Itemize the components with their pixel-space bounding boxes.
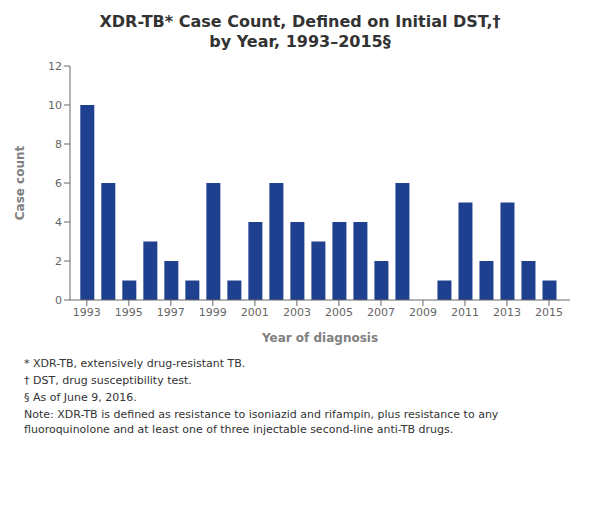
html-text:Note: XDR-TB is defined as res: Note: XDR-TB is defined as resistance to… [24, 408, 499, 436]
svg-text:2009: 2009 [409, 306, 437, 319]
svg-text:2007: 2007 [367, 306, 395, 319]
svg-text:1997: 1997 [157, 306, 185, 319]
svg-text:2013: 2013 [493, 306, 521, 319]
svg-text:0: 0 [55, 294, 62, 307]
svg-text:1999: 1999 [199, 306, 227, 319]
svg-text:10: 10 [48, 99, 62, 112]
svg-text:4: 4 [55, 216, 62, 229]
svg-text:2005: 2005 [325, 306, 353, 319]
svg-text:1995: 1995 [115, 306, 143, 319]
svg-text:8: 8 [55, 138, 62, 151]
svg-text:Year of diagnosis: Year of diagnosis [261, 331, 378, 345]
svg-text:2015: 2015 [535, 306, 563, 319]
html-text:† DST, drug susceptibility tes: † DST, drug susceptibility test. [24, 374, 192, 387]
svg-text:Case count: Case count [13, 145, 27, 220]
svg-text:2: 2 [55, 255, 62, 268]
svg-text:12: 12 [48, 60, 62, 73]
html-text:by Year, 1993–2015§: by Year, 1993–2015§ [209, 32, 391, 51]
svg-text:2003: 2003 [283, 306, 311, 319]
svg-text:2011: 2011 [451, 306, 479, 319]
html-text:XDR-TB* Case Count, Defined on: XDR-TB* Case Count, Defined on Initial D… [99, 12, 501, 31]
html-text:§ As of June 9, 2016.: § As of June 9, 2016. [24, 391, 137, 404]
svg-text:1993: 1993 [73, 306, 101, 319]
svg-text:2001: 2001 [241, 306, 269, 319]
svg-text:6: 6 [55, 177, 62, 190]
html-text:* XDR-TB, extensively drug-res: * XDR-TB, extensively drug-resistant TB. [24, 357, 246, 370]
